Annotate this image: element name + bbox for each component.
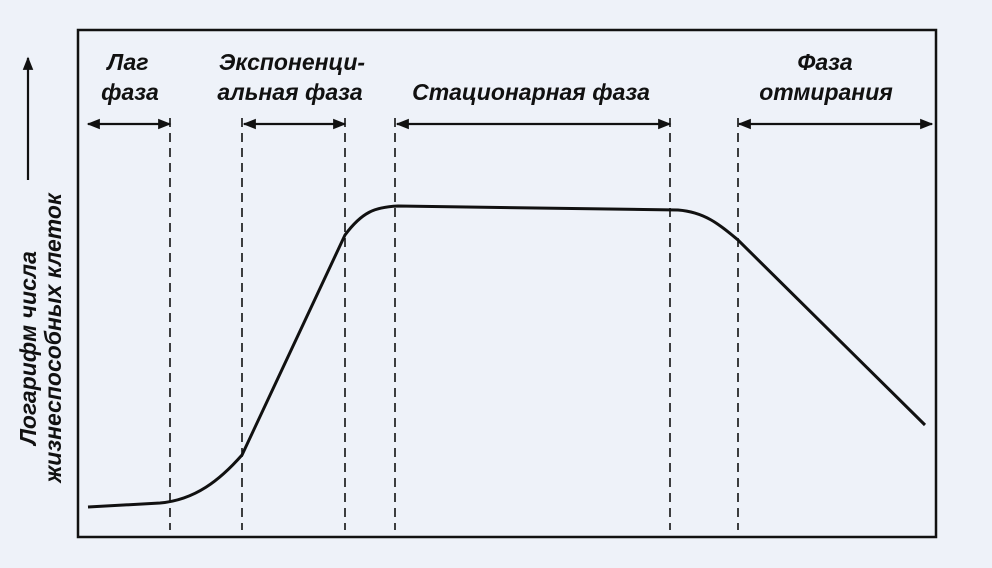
phase-label: Фаза (797, 49, 852, 75)
phase-boundaries (169, 118, 739, 530)
phase-labels: Лаг фаза Экспоненци- альная фаза Стацион… (101, 49, 893, 105)
y-axis-label: Логарифм числа (15, 251, 41, 447)
phase-label: Стационарная фаза (412, 79, 650, 105)
phase-label: фаза (101, 79, 159, 105)
y-axis: Логарифм числа жизнеспособных клеток (15, 56, 66, 485)
y-axis-label: жизнеспособных клеток (40, 192, 66, 485)
phase-label: отмирания (759, 79, 893, 105)
growth-curve (87, 204, 927, 509)
phase-label: Экспоненци- (219, 49, 365, 75)
phase-label: альная фаза (217, 79, 363, 105)
frame (76, 28, 938, 539)
phase-label: Лаг (105, 49, 148, 75)
